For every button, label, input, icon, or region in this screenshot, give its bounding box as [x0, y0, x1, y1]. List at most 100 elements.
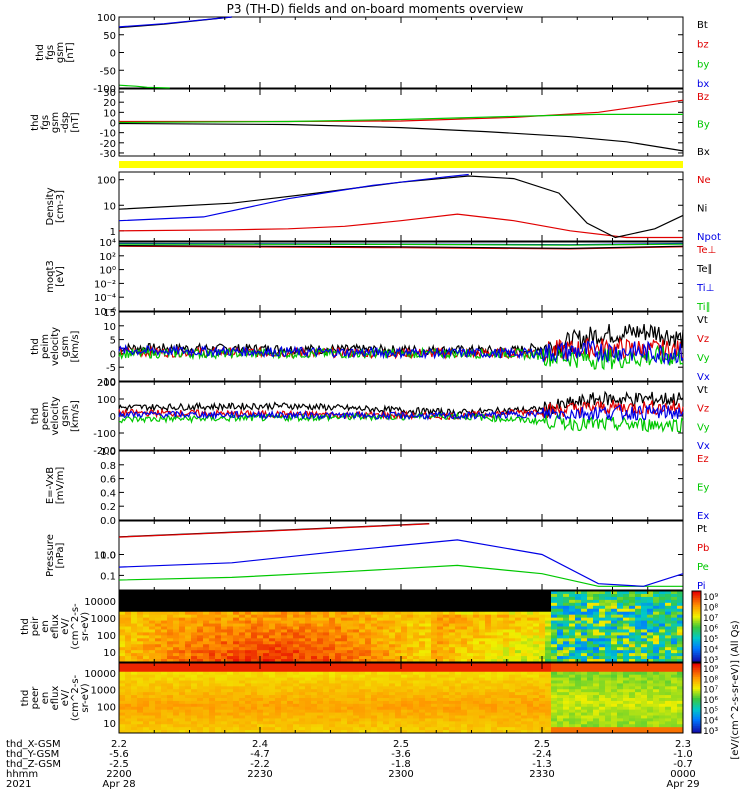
spectrogram-cell	[263, 730, 270, 734]
spectrogram-cell	[287, 668, 294, 673]
spectrogram-cell	[287, 730, 294, 734]
spectrogram-cell	[473, 677, 480, 681]
spectrogram-cell	[473, 629, 480, 633]
colorbar-tick-label: 10⁴	[703, 717, 718, 727]
spectrogram-cell	[575, 680, 582, 684]
spectrogram-cell	[629, 641, 636, 645]
spectrogram-cell	[191, 698, 198, 702]
spectrogram-cell	[653, 617, 660, 621]
spectrogram-cell	[617, 659, 624, 663]
spectrogram-cell	[377, 683, 384, 687]
spectrogram-cell	[245, 620, 252, 624]
spectrogram-cell	[521, 698, 528, 702]
spectrogram-cell	[335, 656, 342, 660]
spectrogram-cell	[629, 663, 636, 667]
spectrogram-cell	[161, 680, 168, 684]
spectrogram-cell	[137, 695, 144, 699]
spectrogram-cell	[563, 683, 570, 687]
spectrogram-cell	[485, 632, 492, 636]
spectrogram-cell	[359, 608, 366, 613]
spectrogram-cell	[197, 629, 204, 633]
spectrogram-cell	[671, 671, 678, 676]
spectrogram-cell	[551, 700, 558, 705]
spectrogram-cell	[677, 638, 684, 642]
spectrogram-cell	[581, 700, 588, 705]
spectrogram-cell	[227, 644, 234, 648]
spectrogram-cell	[251, 602, 258, 607]
spectrogram-cell	[329, 683, 336, 687]
spectrogram-cell	[191, 686, 198, 690]
spectrogram-cell	[227, 730, 234, 734]
spectrogram-cell	[581, 727, 588, 731]
spectrogram-cell	[203, 715, 210, 719]
spectrogram-cell	[551, 632, 558, 636]
spectrogram-cell	[281, 620, 288, 624]
spectrogram-cell	[347, 591, 354, 595]
spectrogram-cell	[677, 626, 684, 630]
spectrogram-cell	[167, 626, 174, 630]
spectrogram-cell	[173, 668, 180, 673]
spectrogram-cell	[605, 656, 612, 660]
spectrogram-cell	[221, 641, 228, 645]
spectrogram-cell	[665, 712, 672, 716]
spectrogram-cell	[581, 677, 588, 681]
spectrogram-cell	[287, 656, 294, 660]
spectrogram-cell	[359, 626, 366, 630]
spectrogram-cell	[185, 641, 192, 645]
spectrogram-cell	[623, 608, 630, 613]
spectrogram-cell	[263, 593, 270, 598]
spectrogram-cell	[677, 647, 684, 651]
spectrogram-cell	[593, 721, 600, 725]
spectrogram-cell	[245, 724, 252, 728]
spectrogram-cell	[299, 680, 306, 684]
spectrogram-cell	[389, 623, 396, 627]
colorbar-cell	[692, 689, 701, 692]
spectrogram-cell	[485, 623, 492, 627]
spectrogram-cell	[131, 727, 138, 731]
spectrogram-cell	[605, 715, 612, 719]
spectrogram-cell	[623, 593, 630, 598]
spectrogram-cell	[305, 695, 312, 699]
spectrogram-cell	[269, 599, 276, 604]
spectrogram-cell	[407, 635, 414, 639]
spectrogram-cell	[209, 635, 216, 639]
spectrogram-cell	[653, 686, 660, 690]
spectrogram-cell	[275, 677, 282, 681]
spectrogram-cell	[251, 641, 258, 645]
spectrogram-cell	[485, 668, 492, 673]
spectrogram-cell	[311, 620, 318, 624]
spectrogram-cell	[365, 596, 372, 601]
spectrogram-cell	[521, 608, 528, 613]
spectrogram-cell	[125, 668, 132, 673]
spectrogram-cell	[503, 620, 510, 624]
spectrogram-cell	[593, 695, 600, 699]
spectrogram-cell	[299, 635, 306, 639]
spectrogram-cell	[353, 671, 360, 676]
spectrogram-cell	[563, 721, 570, 725]
spectrogram-cell	[227, 665, 234, 670]
spectrogram-cell	[155, 644, 162, 648]
spectrogram-cell	[395, 665, 402, 670]
spectrogram-cell	[299, 706, 306, 711]
spectrogram-cell	[497, 602, 504, 607]
spectrogram-cell	[281, 712, 288, 716]
spectrogram-cell	[287, 605, 294, 610]
spectrogram-cell	[227, 721, 234, 725]
spectrogram-cell	[191, 635, 198, 639]
spectrogram-cell	[239, 614, 246, 619]
spectrogram-cell	[173, 591, 180, 595]
spectrogram-cell	[557, 641, 564, 645]
spectrogram-cell	[497, 623, 504, 627]
spectrogram-cell	[221, 617, 228, 621]
spectrogram-cell	[269, 703, 276, 708]
spectrogram-cell	[455, 599, 462, 604]
spectrogram-cell	[629, 602, 636, 607]
spectrogram-cell	[401, 644, 408, 648]
spectrogram-cell	[425, 650, 432, 654]
spectrogram-cell	[371, 635, 378, 639]
spectrogram-cell	[437, 599, 444, 604]
spectrogram-cell	[539, 620, 546, 624]
spectrogram-cell	[635, 656, 642, 660]
y-axis-label: (cm^2-s-	[70, 603, 81, 650]
spectrogram-cell	[149, 635, 156, 639]
